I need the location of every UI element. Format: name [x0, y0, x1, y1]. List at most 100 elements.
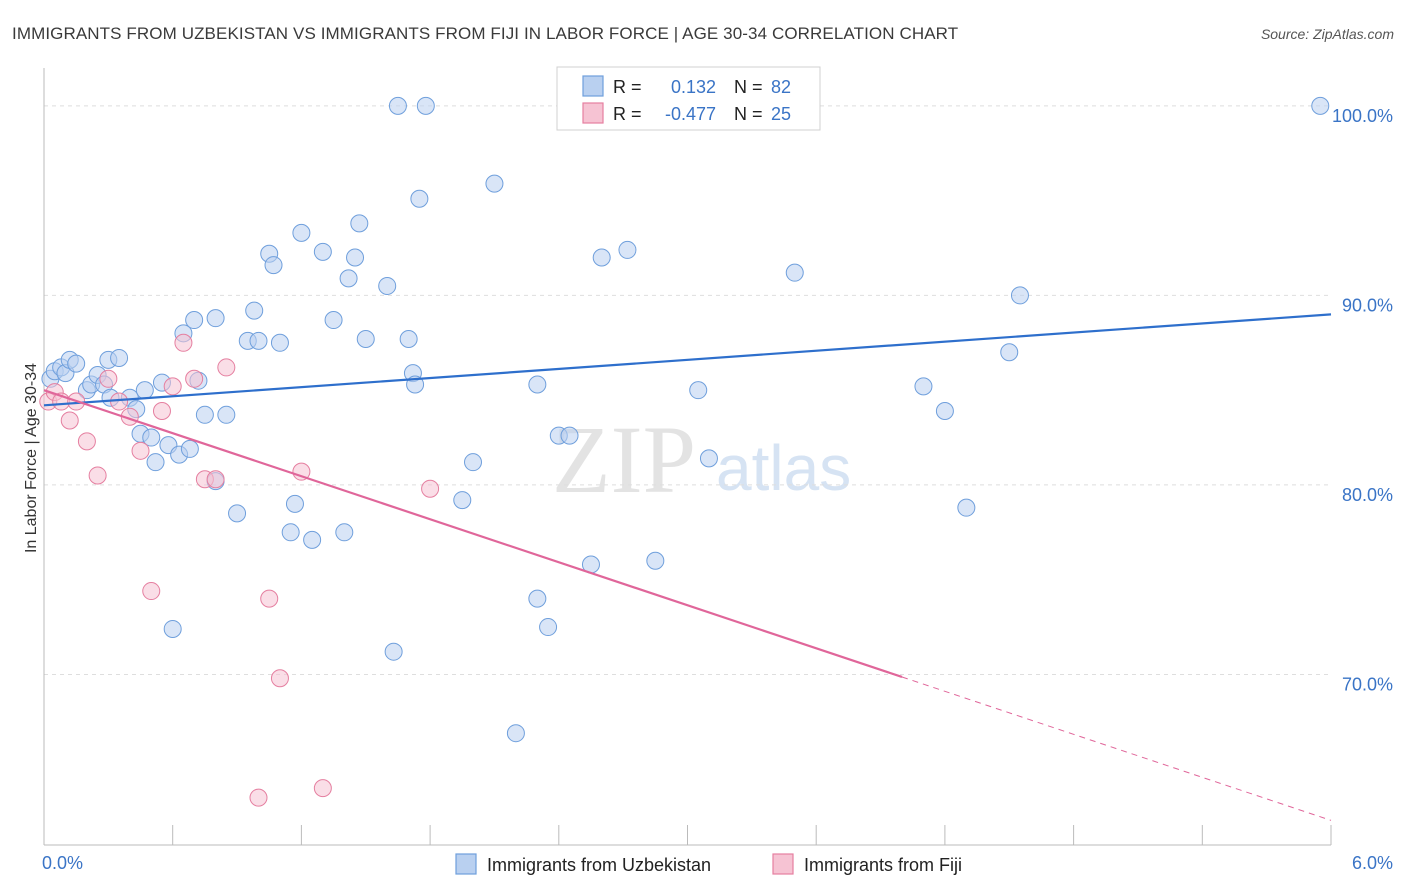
uzbekistan-point: [1000, 343, 1019, 362]
stats-legend-n-value-fiji: 25: [771, 104, 791, 124]
series-legend-swatch-fiji: [772, 853, 794, 875]
uzbekistan-point: [356, 330, 375, 349]
uzbekistan-point: [135, 381, 154, 400]
uzbekistan-point: [350, 214, 369, 233]
uzbekistan-point: [539, 618, 558, 637]
uzbekistan-point: [506, 724, 525, 743]
uzbekistan-point: [146, 453, 165, 472]
uzbekistan-point: [618, 240, 637, 259]
y-tick-label: 80.0%: [1342, 485, 1393, 505]
fiji-point: [206, 470, 225, 489]
y-tick-labels: 100.0% 90.0% 80.0% 70.0%: [1332, 106, 1393, 695]
uzbekistan-point: [464, 453, 482, 472]
y-tick-label: 90.0%: [1342, 295, 1393, 315]
fiji-point: [88, 466, 107, 485]
uzbekistan-point: [67, 354, 86, 373]
uzbekistan-point: [324, 311, 343, 330]
series-legend-label-fiji: Immigrants from Fiji: [804, 855, 962, 875]
uzbekistan-point: [195, 405, 214, 424]
chart-title: IMMIGRANTS FROM UZBEKISTAN VS IMMIGRANTS…: [12, 24, 958, 43]
uzbekistan-point: [335, 523, 354, 542]
uzbekistan-point: [185, 311, 204, 330]
uzbekistan-point: [270, 333, 289, 352]
gridlines: [44, 105, 1331, 675]
uzbekistan-point: [560, 426, 579, 445]
uzbekistan-point: [264, 256, 283, 275]
uzbekistan-point: [245, 301, 264, 320]
watermark-atlas: atlas: [716, 432, 851, 504]
uzbekistan-point: [785, 263, 804, 282]
fiji-point: [131, 441, 150, 460]
uzbekistan-point: [163, 619, 182, 638]
y-tick-label: 100.0%: [1332, 106, 1393, 126]
uzbekistan-point: [689, 381, 708, 400]
uzbekistan-point: [646, 551, 665, 570]
fiji-point: [99, 369, 118, 388]
stats-legend-n-value-uzbekistan: 82: [771, 77, 791, 97]
uzbekistan-point: [528, 375, 547, 394]
y-axis-title: In Labor Force | Age 30-34: [23, 363, 40, 553]
x-axis-ticks: [43, 825, 1332, 845]
uzbekistan-point: [1311, 96, 1330, 115]
uzbekistan-point: [485, 174, 504, 193]
uzbekistan-point: [384, 642, 403, 661]
uzbekistan-point: [206, 309, 225, 328]
stats-legend-swatch-uzbekistan: [582, 75, 604, 97]
uzbekistan-point: [957, 498, 976, 517]
uzbekistan-point: [180, 439, 199, 458]
fiji-point: [60, 411, 79, 430]
series-fiji-points: [39, 333, 440, 807]
uzbekistan-point: [110, 348, 129, 367]
uzbekistan-point: [410, 189, 429, 208]
stats-legend-r-value-fiji: -0.477: [665, 104, 716, 124]
uzbekistan-point: [699, 449, 718, 468]
uzbekistan-point: [217, 405, 236, 424]
uzbekistan-point: [339, 269, 358, 288]
fiji-trend-line-extension: [901, 676, 1332, 821]
uzbekistan-point: [313, 242, 332, 261]
series-legend-swatch-uzbekistan: [455, 853, 477, 875]
fiji-trend-line: [43, 389, 903, 679]
stats-legend-r-value-uzbekistan: 0.132: [671, 77, 716, 97]
series-legend-label-uzbekistan: Immigrants from Uzbekistan: [487, 855, 711, 875]
fiji-point: [163, 377, 182, 396]
uzbekistan-point: [399, 330, 418, 349]
stats-legend: R = 0.132 N = 82 R = -0.477 N = 25: [556, 66, 821, 131]
uzbekistan-point: [378, 276, 397, 295]
watermark: ZIP atlas: [552, 406, 851, 513]
x-tick-label-min: 0.0%: [42, 853, 83, 873]
uzbekistan-point: [249, 331, 268, 350]
watermark-zip: ZIP: [552, 406, 696, 513]
uzbekistan-point: [388, 96, 407, 115]
uzbekistan-point: [142, 428, 161, 447]
uzbekistan-point: [416, 96, 435, 115]
fiji-point: [77, 432, 96, 451]
fiji-point: [152, 402, 171, 421]
stats-legend-n-label-fiji: N =: [734, 104, 763, 124]
series-legend: Immigrants from Uzbekistan Immigrants fr…: [455, 853, 962, 875]
fiji-point: [270, 669, 289, 688]
uzbekistan-point: [528, 589, 547, 608]
uzbekistan-point: [281, 523, 300, 542]
fiji-point: [260, 589, 279, 608]
uzbekistan-point: [292, 223, 311, 242]
uzbekistan-point: [346, 248, 365, 267]
uzbekistan-trend-line: [43, 313, 1332, 407]
fiji-point: [421, 479, 440, 498]
uzbekistan-point: [592, 248, 611, 267]
chart-source: Source: ZipAtlas.com: [1261, 26, 1394, 42]
uzbekistan-point: [303, 530, 322, 549]
fiji-point: [174, 333, 193, 352]
fiji-point: [185, 369, 204, 388]
uzbekistan-point: [228, 504, 247, 523]
uzbekistan-point: [285, 494, 304, 513]
fiji-point: [217, 358, 236, 377]
stats-legend-r-label-fiji: R =: [613, 104, 642, 124]
fiji-point: [249, 788, 268, 807]
stats-legend-r-label-uzbekistan: R =: [613, 77, 642, 97]
fiji-point: [313, 779, 332, 798]
stats-legend-swatch-fiji: [582, 102, 604, 124]
uzbekistan-point: [1010, 286, 1029, 305]
uzbekistan-point: [914, 377, 933, 396]
